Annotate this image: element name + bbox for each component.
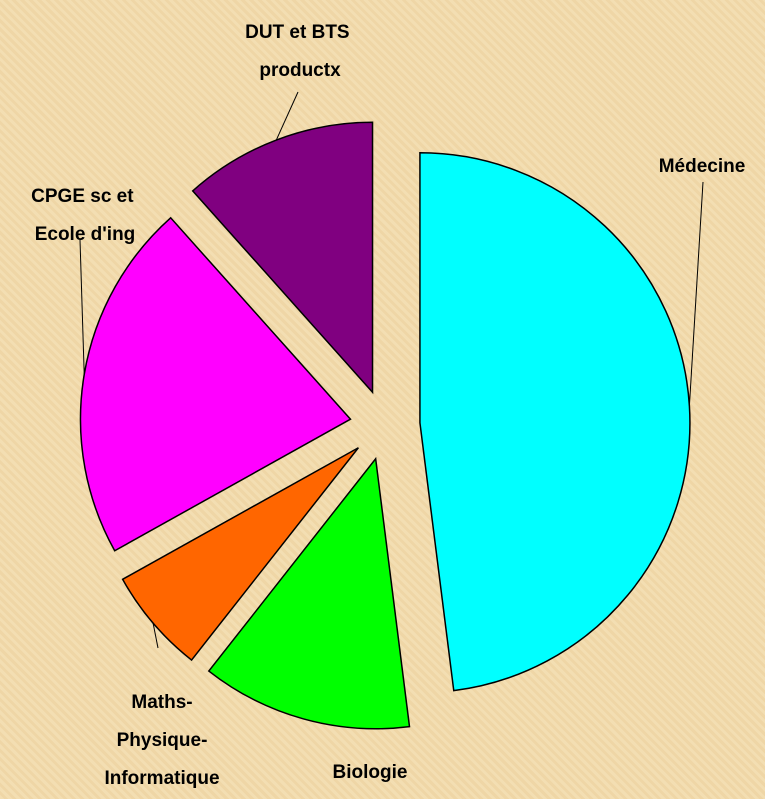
pie-slice (419, 152, 691, 692)
slice-label: Maths-Physique-Informatique (104, 692, 219, 789)
slice-label: CPGE sc et Ecole d'ing (31, 186, 139, 245)
leader-line (152, 622, 159, 649)
slice-label: Biologie (333, 762, 408, 783)
leader-line (275, 91, 299, 141)
slice-label: Médecine (659, 156, 746, 177)
slice-label: DUT et BTS productx (245, 22, 355, 81)
pie-slice (79, 216, 352, 552)
pie-slice (191, 121, 374, 395)
leader-line (688, 181, 704, 406)
pie-slice (207, 456, 411, 730)
leader-line (79, 239, 85, 375)
